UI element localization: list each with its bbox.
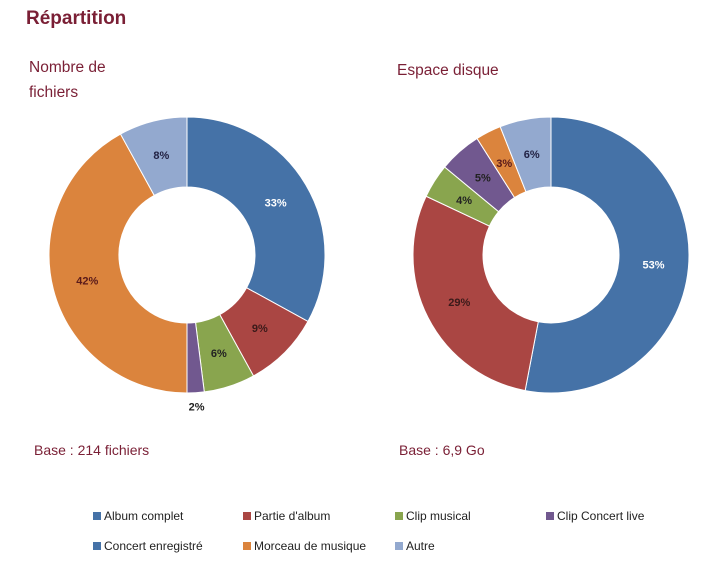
data-label: 8% <box>153 150 169 162</box>
donut-slice-album-complet <box>524 116 690 394</box>
data-label: 3% <box>496 158 512 170</box>
legend-label: Partie d'album <box>254 509 331 523</box>
legend-swatch-icon <box>243 512 251 520</box>
data-label: 4% <box>456 195 472 207</box>
legend-item: Clip Concert live <box>546 509 644 523</box>
base-files: Base : 214 fichiers <box>34 442 150 458</box>
legend-swatch-icon <box>93 512 101 520</box>
data-label: 2% <box>189 402 205 414</box>
donut-slice-album-complet <box>186 116 326 323</box>
legend-label: Album complet <box>104 509 184 523</box>
data-label: 29% <box>448 297 470 309</box>
data-label: 9% <box>252 323 268 335</box>
data-label: 6% <box>211 348 227 360</box>
legend-label: Clip Concert live <box>557 509 645 523</box>
chart-title-disk: Espace disque <box>397 58 499 83</box>
legend-swatch-icon <box>395 542 403 550</box>
data-label: 6% <box>524 149 540 161</box>
chart-title-line: Espace disque <box>397 62 499 79</box>
base-disk: Base : 6,9 Go <box>399 442 485 458</box>
legend-label: Morceau de musique <box>254 539 367 553</box>
data-label: 5% <box>475 173 491 185</box>
data-label: 42% <box>76 276 98 288</box>
legend-label: Autre <box>406 539 435 553</box>
chart-title-line: Nombre de <box>29 59 106 76</box>
donut-slice-autre <box>119 116 188 197</box>
legend-swatch-icon <box>546 512 554 520</box>
legend-item: Morceau de musique <box>243 539 366 553</box>
donut-slice-autre <box>499 116 552 193</box>
legend-swatch-icon <box>395 512 403 520</box>
legend-item: Partie d'album <box>243 509 330 523</box>
legend-item: Autre <box>395 539 435 553</box>
donut-slice-partie-d-album <box>412 195 539 392</box>
legend-item: Clip musical <box>395 509 471 523</box>
page-title: Répartition <box>26 8 127 29</box>
legend-item: Album complet <box>93 509 183 523</box>
chart-title-files: Nombre de fichiers <box>29 55 106 105</box>
donut-slice-morceau-de-musique <box>48 133 188 394</box>
legend-label: Concert enregistré <box>104 539 203 553</box>
legend-label: Clip musical <box>406 509 471 523</box>
chart-title-line: fichiers <box>29 84 79 101</box>
data-label: 33% <box>265 198 287 210</box>
legend-item: Concert enregistré <box>93 539 203 553</box>
data-label: 53% <box>643 260 665 272</box>
legend-swatch-icon <box>243 542 251 550</box>
legend-swatch-icon <box>93 542 101 550</box>
